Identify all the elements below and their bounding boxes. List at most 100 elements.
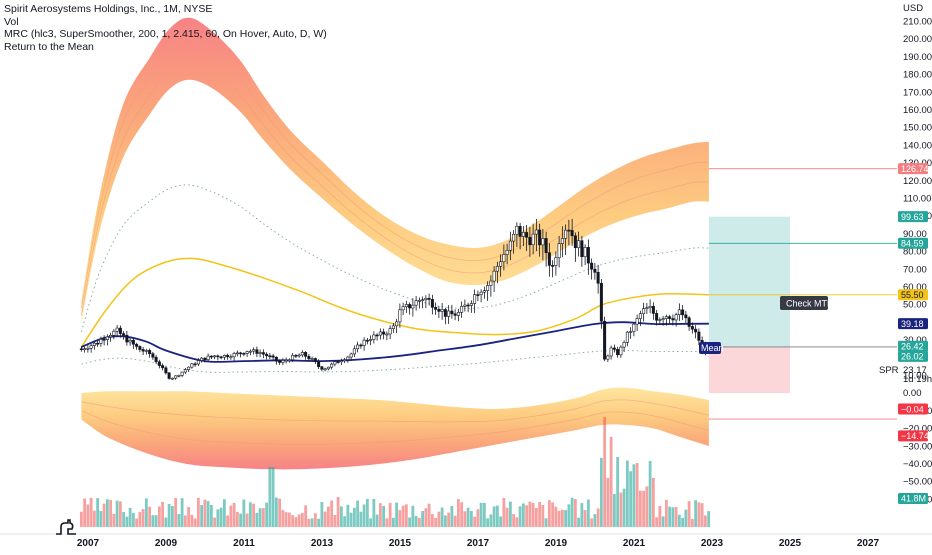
candle-body[interactable] xyxy=(300,352,304,356)
candle-body[interactable] xyxy=(356,344,360,350)
candle-body[interactable] xyxy=(502,254,506,263)
candle-body[interactable] xyxy=(222,355,226,358)
badge-mean[interactable]: 39.18 xyxy=(898,318,928,330)
candle-body[interactable] xyxy=(382,331,386,335)
candle-body[interactable] xyxy=(245,351,249,354)
candle-body[interactable] xyxy=(538,229,542,246)
candle-body[interactable] xyxy=(619,346,623,356)
target-zone[interactable] xyxy=(708,216,790,347)
candle-body[interactable] xyxy=(486,285,490,291)
candle-body[interactable] xyxy=(642,308,646,314)
candle-body[interactable] xyxy=(443,309,447,317)
candle-body[interactable] xyxy=(284,359,288,362)
candle-body[interactable] xyxy=(135,343,139,347)
candle-body[interactable] xyxy=(339,360,343,363)
candle-body[interactable] xyxy=(460,306,464,313)
candle-body[interactable] xyxy=(551,265,555,267)
candle-body[interactable] xyxy=(476,294,480,296)
yellow-mean-line[interactable] xyxy=(80,257,709,348)
candle-body[interactable] xyxy=(294,354,298,357)
badge-r2[interactable]: 55.50 xyxy=(898,289,928,301)
candle-body[interactable] xyxy=(499,261,503,267)
legend-strategy[interactable]: Return to the Mean xyxy=(4,40,94,53)
candle-body[interactable] xyxy=(89,345,93,349)
candle-body[interactable] xyxy=(378,331,382,336)
candle-body[interactable] xyxy=(281,360,285,363)
candle-body[interactable] xyxy=(414,300,418,306)
candle-body[interactable] xyxy=(437,309,441,312)
candle-body[interactable] xyxy=(200,357,204,361)
badge-upper[interactable]: 126.74 xyxy=(898,163,929,175)
candle-body[interactable] xyxy=(541,238,545,246)
candle-body[interactable] xyxy=(417,299,421,302)
badge-volume[interactable]: 41.8M xyxy=(898,493,928,504)
candle-body[interactable] xyxy=(232,353,236,358)
candle-body[interactable] xyxy=(203,357,207,360)
candle-body[interactable] xyxy=(261,352,265,355)
badge-stop[interactable]: −0.04 xyxy=(898,403,928,415)
candle-body[interactable] xyxy=(365,339,369,342)
candle-body[interactable] xyxy=(580,240,584,257)
candle-body[interactable] xyxy=(109,335,113,338)
candle-body[interactable] xyxy=(398,309,402,323)
candle-body[interactable] xyxy=(92,342,96,346)
candle-body[interactable] xyxy=(596,272,600,284)
candle-body[interactable] xyxy=(115,327,119,332)
candle-body[interactable] xyxy=(697,331,701,341)
candle-body[interactable] xyxy=(505,249,509,255)
candle-body[interactable] xyxy=(206,355,210,360)
candle-body[interactable] xyxy=(242,352,246,355)
candle-body[interactable] xyxy=(622,342,626,348)
mean-tag[interactable]: Mean xyxy=(699,342,724,354)
candle-body[interactable] xyxy=(213,355,217,358)
candle-body[interactable] xyxy=(385,333,389,336)
candle-body[interactable] xyxy=(326,366,330,370)
candle-body[interactable] xyxy=(492,270,496,282)
candle-body[interactable] xyxy=(265,353,269,357)
candle-body[interactable] xyxy=(209,355,213,358)
candle-body[interactable] xyxy=(216,355,220,358)
candle-body[interactable] xyxy=(521,232,525,237)
stop-zone[interactable] xyxy=(708,346,790,394)
candle-body[interactable] xyxy=(609,347,613,357)
candle-body[interactable] xyxy=(310,358,314,360)
candle-body[interactable] xyxy=(466,304,470,307)
candle-body[interactable] xyxy=(518,225,522,237)
candle-body[interactable] xyxy=(372,334,376,340)
candle-body[interactable] xyxy=(287,359,291,362)
candle-body[interactable] xyxy=(404,304,408,307)
candle-body[interactable] xyxy=(664,316,668,319)
candle-body[interactable] xyxy=(564,229,568,239)
candle-body[interactable] xyxy=(456,312,460,316)
candle-body[interactable] xyxy=(83,348,87,351)
candle-body[interactable] xyxy=(346,356,350,360)
candle-body[interactable] xyxy=(271,355,275,358)
badge-r1[interactable]: 84.59 xyxy=(898,237,928,249)
candle-body[interactable] xyxy=(118,327,122,334)
candle-body[interactable] xyxy=(599,282,603,322)
candle-body[interactable] xyxy=(274,356,278,362)
candle-body[interactable] xyxy=(677,309,681,315)
badge-entry[interactable]: 26.02 xyxy=(898,350,928,362)
candle-body[interactable] xyxy=(424,297,428,301)
candle-body[interactable] xyxy=(148,350,152,355)
candle-body[interactable] xyxy=(593,268,597,273)
badge-lower[interactable]: −14.74 xyxy=(898,430,929,442)
candle-body[interactable] xyxy=(632,323,636,332)
candle-body[interactable] xyxy=(330,363,334,368)
candle-body[interactable] xyxy=(495,266,499,272)
candle-body[interactable] xyxy=(333,361,337,365)
candle-body[interactable] xyxy=(655,313,659,321)
candle-body[interactable] xyxy=(291,354,295,361)
candle-body[interactable] xyxy=(239,352,243,355)
legend-title[interactable]: Spirit Aerosystems Holdings, Inc., 1M, N… xyxy=(4,3,213,15)
candle-body[interactable] xyxy=(453,313,457,316)
candle-body[interactable] xyxy=(463,304,467,307)
candle-body[interactable] xyxy=(183,369,187,373)
candle-body[interactable] xyxy=(268,355,272,358)
candle-body[interactable] xyxy=(629,331,633,333)
candle-body[interactable] xyxy=(430,299,434,308)
candle-body[interactable] xyxy=(681,309,685,316)
candle-body[interactable] xyxy=(606,355,610,360)
candle-body[interactable] xyxy=(235,352,239,355)
